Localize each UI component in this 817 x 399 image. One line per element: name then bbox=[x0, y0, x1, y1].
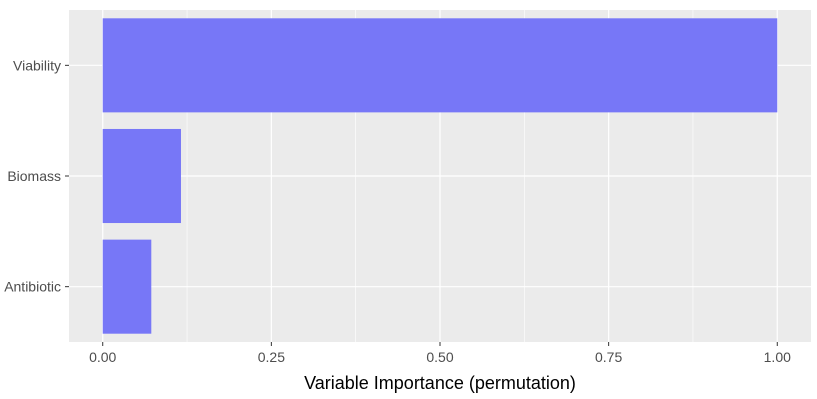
x-axis-title: Variable Importance (permutation) bbox=[304, 373, 576, 393]
y-tick-label: Antibiotic bbox=[4, 279, 61, 295]
x-axis: 0.00 0.25 0.50 0.75 1.00 bbox=[89, 342, 791, 365]
bar-viability bbox=[102, 18, 778, 113]
x-tick-label: 0.25 bbox=[258, 349, 285, 365]
y-tick-label: Biomass bbox=[7, 168, 61, 184]
x-tick-label: 0.50 bbox=[426, 349, 453, 365]
bar-biomass bbox=[102, 128, 181, 224]
bar-antibiotic bbox=[102, 239, 152, 334]
y-axis: Viability Biomass Antibiotic bbox=[4, 57, 69, 295]
x-tick-label: 0.75 bbox=[595, 349, 622, 365]
x-tick-label: 1.00 bbox=[764, 349, 791, 365]
y-tick-label: Viability bbox=[13, 57, 61, 73]
bars bbox=[102, 18, 778, 334]
x-tick-label: 0.00 bbox=[89, 349, 116, 365]
